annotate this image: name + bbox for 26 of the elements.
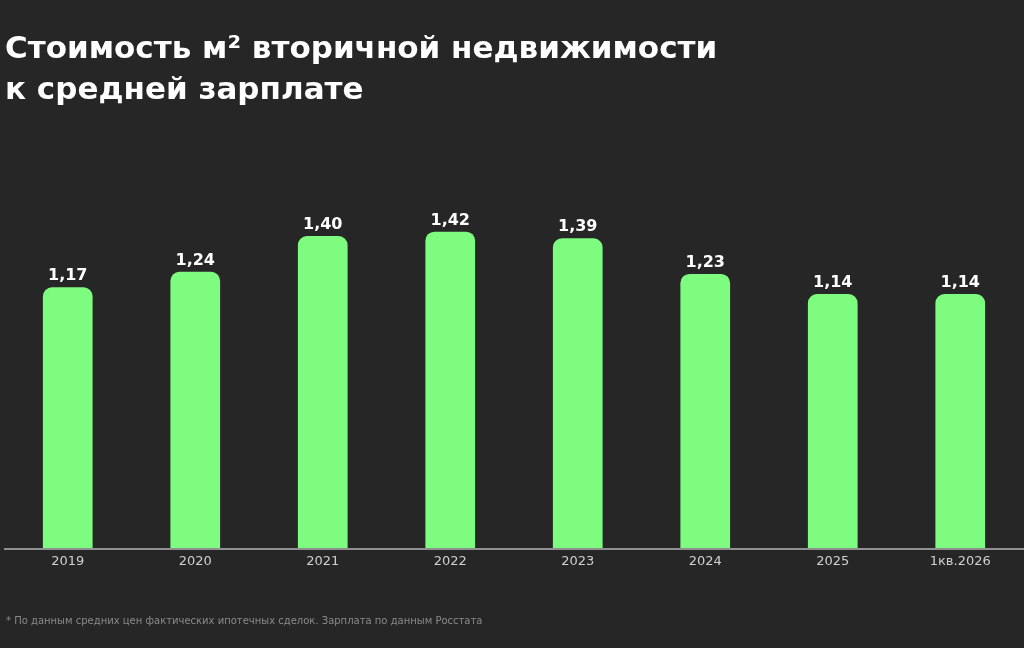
data-label: 1,23 [685,251,725,271]
bar [935,294,986,548]
x-tick-label: 2024 [688,553,722,569]
data-label: 1,40 [303,214,343,234]
bar [680,273,731,548]
bar [425,231,476,548]
data-label: 1,39 [558,216,598,236]
data-label: 1,17 [48,265,88,285]
x-tick-label: 2023 [561,553,595,569]
x-tick-label: 1кв.2026 [929,553,991,569]
data-label: 1,24 [175,249,215,269]
bar [42,287,93,548]
x-tick-label: 2025 [816,553,850,569]
chart-title: Стоимость м² вторичной недвижимости к средней зарплате [5,29,718,106]
x-tick-label: 2022 [433,553,467,569]
bar [807,294,858,548]
data-label: 1,14 [813,272,853,292]
x-tick-label: 2019 [51,553,85,569]
bar [552,238,603,548]
bar [170,271,221,548]
bar [297,236,348,548]
x-tick-label: 2021 [306,553,340,569]
x-tick-label: 2020 [178,553,212,569]
data-label: 1,42 [430,209,470,229]
text: * По данным средних цен фактических ипотечных сделок. Зарплата по данным Росстата [6,615,483,626]
data-label: 1,14 [940,272,980,292]
